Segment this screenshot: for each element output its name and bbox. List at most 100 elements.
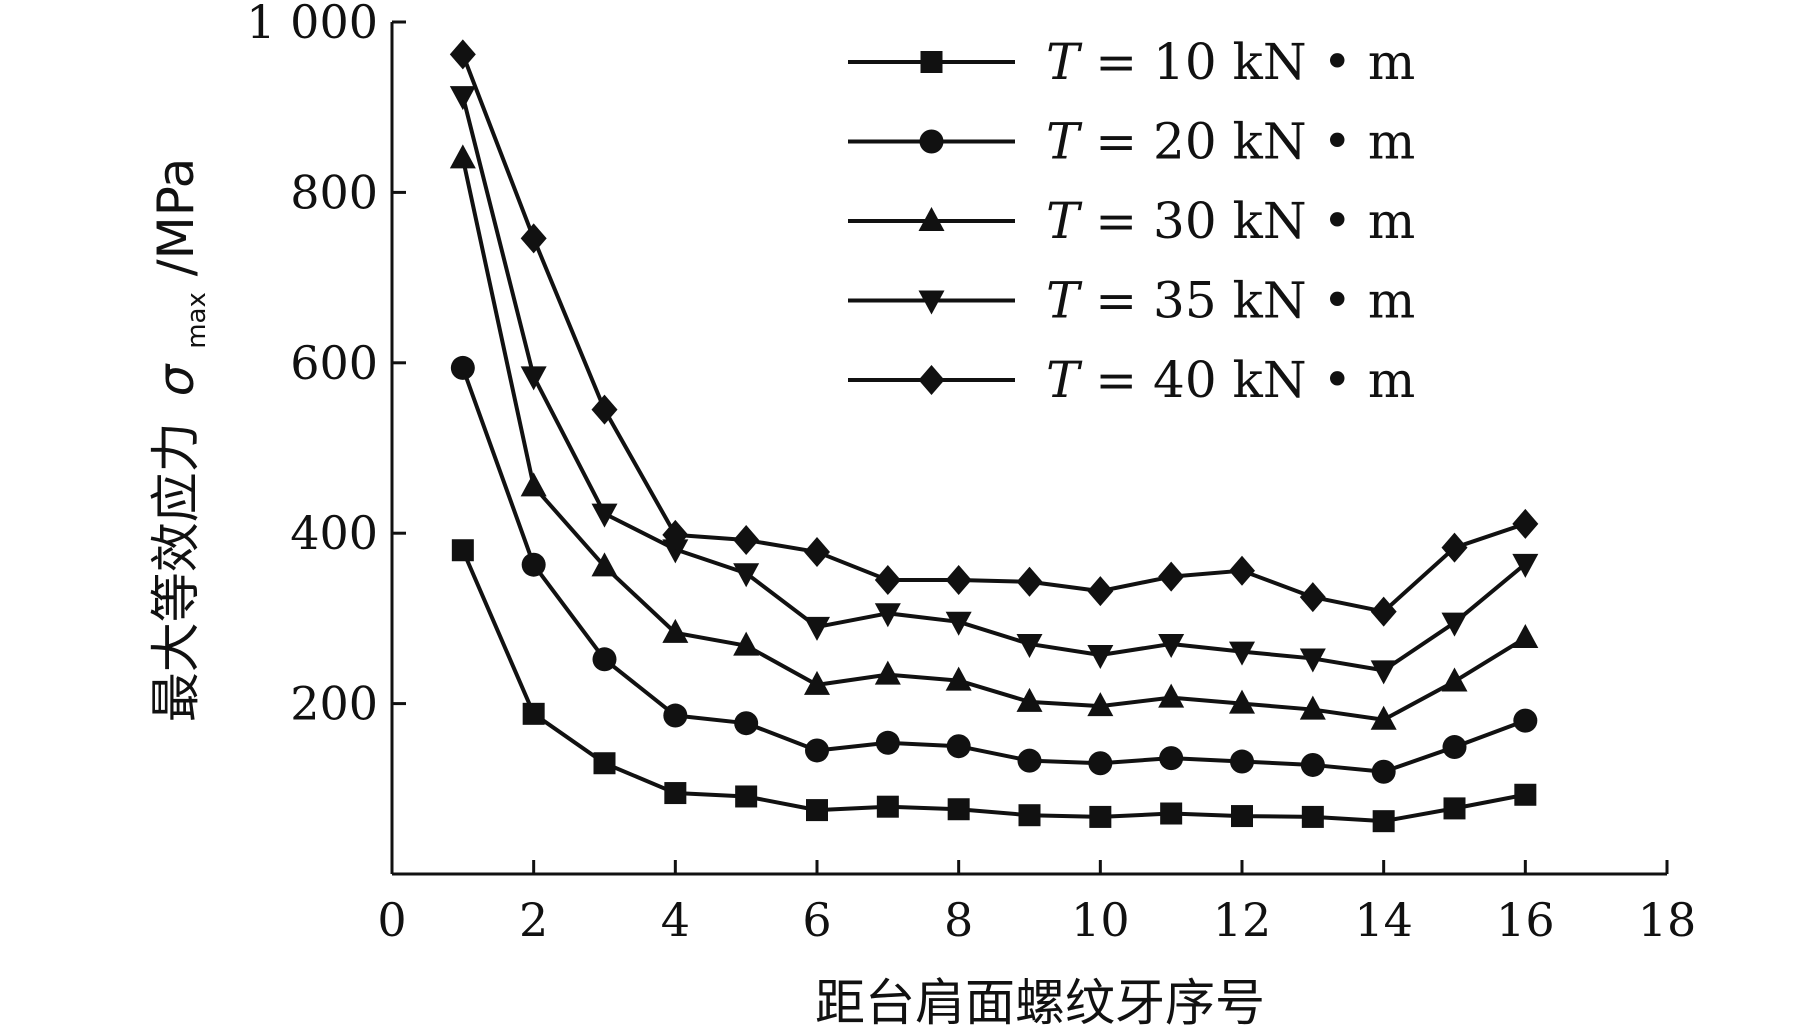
- series-diamond: [449, 39, 1539, 627]
- series-line: [460, 549, 1526, 824]
- data-point: [451, 539, 474, 562]
- data-point: [592, 647, 617, 672]
- data-point: [1442, 735, 1467, 760]
- data-point: [1371, 759, 1396, 784]
- data-point: [1088, 751, 1113, 776]
- x-tick-label: 8: [944, 893, 973, 947]
- y-axis-title-unit: /MPa: [147, 158, 205, 277]
- x-tick-label: 14: [1354, 893, 1413, 947]
- data-point: [1087, 645, 1114, 670]
- y-axis-title: 最大等效应力 σ max /MPa: [147, 158, 217, 723]
- series-layer: [449, 39, 1539, 833]
- data-point: [1017, 748, 1042, 773]
- data-point: [1087, 576, 1114, 607]
- data-point: [733, 631, 760, 656]
- legend-entry: T = 35 kN • m: [848, 272, 1415, 330]
- data-point: [804, 616, 830, 641]
- data-point: [591, 552, 618, 577]
- y-tick-label: 800: [290, 165, 378, 219]
- legend-label-value: = 10 kN • m: [1079, 33, 1415, 91]
- data-point: [1299, 695, 1326, 720]
- legend-marker: [918, 365, 945, 395]
- y-axis-title-subscript: max: [182, 292, 212, 349]
- data-point: [449, 86, 476, 111]
- data-point: [662, 539, 689, 564]
- data-point: [1231, 805, 1253, 828]
- legend-label-variable: T: [1046, 351, 1083, 409]
- data-point: [804, 670, 830, 695]
- legend-label: T = 40 kN • m: [1046, 351, 1415, 409]
- legend-marker: [920, 51, 943, 73]
- data-point: [1087, 692, 1114, 717]
- data-point: [1089, 805, 1112, 828]
- legend-label: T = 10 kN • m: [1046, 33, 1415, 91]
- data-point: [1443, 797, 1466, 820]
- data-point: [662, 519, 689, 550]
- legend: T = 10 kN • mT = 20 kN • mT = 30 kN • mT…: [848, 33, 1415, 409]
- data-point: [1441, 667, 1468, 692]
- y-tick-label: 400: [290, 506, 378, 560]
- data-point: [1301, 805, 1324, 828]
- legend-marker: [918, 207, 945, 231]
- data-point: [1229, 641, 1255, 666]
- legend-label-value: = 30 kN • m: [1079, 192, 1415, 250]
- legend-label-variable: T: [1046, 33, 1083, 91]
- data-point: [591, 394, 618, 425]
- y-tick-label: 200: [290, 677, 378, 731]
- x-tick-label: 10: [1071, 893, 1130, 947]
- data-point: [663, 703, 688, 728]
- data-point: [1512, 623, 1539, 648]
- x-tick-label: 12: [1213, 893, 1272, 947]
- data-point: [1016, 633, 1043, 658]
- legend-label-value: = 40 kN • m: [1079, 351, 1415, 409]
- legend-label: T = 35 kN • m: [1046, 272, 1415, 330]
- series-line: [460, 95, 1527, 673]
- y-tick-label: 600: [290, 336, 378, 390]
- data-point: [733, 563, 760, 588]
- data-point: [1230, 749, 1254, 774]
- data-point: [520, 472, 547, 497]
- data-point: [1018, 804, 1041, 827]
- data-point: [520, 223, 547, 254]
- data-point: [520, 366, 547, 391]
- data-point: [733, 525, 760, 556]
- legend-label-value: = 20 kN • m: [1079, 113, 1415, 171]
- x-tick-label: 4: [661, 893, 690, 947]
- data-point: [945, 611, 972, 636]
- y-tick-label: 1 000: [246, 0, 378, 49]
- series-square: [451, 539, 1537, 833]
- data-point: [805, 738, 829, 763]
- data-point: [522, 702, 545, 725]
- data-point: [804, 536, 830, 567]
- data-point: [521, 552, 546, 577]
- series-circle: [450, 355, 1538, 784]
- data-point: [1370, 596, 1397, 627]
- data-point: [1229, 555, 1255, 586]
- data-point: [1370, 660, 1397, 685]
- data-point: [1441, 612, 1468, 637]
- x-tick-label: 16: [1496, 893, 1555, 947]
- data-point: [1514, 783, 1537, 806]
- data-point: [664, 782, 687, 805]
- legend-marker: [918, 290, 945, 315]
- y-axis-title-text: 最大等效应力: [147, 422, 205, 722]
- legend-entry: T = 20 kN • m: [848, 113, 1415, 171]
- data-point: [946, 734, 971, 759]
- data-point: [735, 785, 758, 808]
- series-triangle-down: [449, 86, 1539, 685]
- x-tick-label: 18: [1638, 893, 1697, 947]
- data-point: [734, 711, 759, 736]
- data-point: [1160, 802, 1183, 825]
- data-point: [1229, 689, 1255, 714]
- data-point: [945, 565, 972, 596]
- data-point: [875, 730, 900, 755]
- data-point: [449, 39, 476, 70]
- data-point: [874, 660, 901, 685]
- data-point: [874, 603, 901, 628]
- data-point: [1299, 648, 1326, 673]
- data-point: [874, 565, 901, 596]
- legend-label-variable: T: [1046, 113, 1083, 171]
- y-axis-title-symbol: σ: [147, 363, 205, 396]
- data-point: [945, 666, 972, 691]
